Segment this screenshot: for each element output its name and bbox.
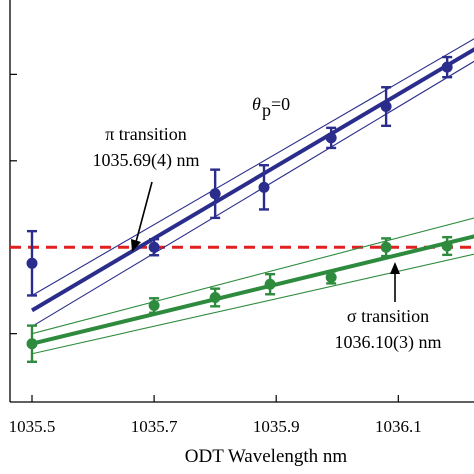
- x-axis-title: ODT Wavelength nm: [185, 446, 348, 467]
- data-point: [209, 188, 221, 200]
- axis-ticks: 1035.5 1035.7 1035.9 1036.1: [9, 73, 422, 436]
- data-point: [264, 278, 276, 290]
- pi-transition-label: π transition: [105, 124, 187, 144]
- plot-frame: [9, 0, 474, 403]
- sigma-arrow-head: [390, 262, 400, 274]
- data-point: [441, 240, 453, 252]
- data-point: [209, 291, 221, 303]
- series-1: [26, 38, 474, 327]
- data-point: [148, 241, 160, 253]
- confidence-band-lower: [31, 253, 474, 355]
- confidence-band-upper: [31, 217, 474, 335]
- series-group: [26, 38, 474, 363]
- x-tick-label: 1035.7: [131, 417, 178, 436]
- x-tick-label: 1036.1: [375, 417, 422, 436]
- data-point: [441, 61, 453, 73]
- data-point: [258, 181, 270, 193]
- x-tick-label: 1035.9: [253, 417, 300, 436]
- data-point: [26, 338, 38, 350]
- pi-arrow-head: [131, 239, 141, 252]
- series-2: [26, 217, 474, 363]
- pi-annotation: π transition 1035.69(4) nm: [93, 124, 200, 252]
- theta-subscript: p: [262, 100, 271, 120]
- sigma-transition-value: 1036.10(3) nm: [335, 332, 442, 353]
- data-point: [26, 257, 38, 269]
- data-point: [325, 271, 337, 283]
- pi-arrow-line: [135, 181, 153, 243]
- data-point: [325, 132, 337, 144]
- data-point: [380, 101, 392, 113]
- theta-value: =0: [271, 94, 290, 114]
- data-point: [380, 241, 392, 253]
- theta-annotation: θ p =0: [252, 94, 290, 120]
- sigma-transition-label: σ transition: [347, 306, 429, 326]
- data-point: [148, 300, 160, 312]
- sigma-annotation: σ transition 1036.10(3) nm: [335, 262, 442, 353]
- confidence-band-upper: [31, 38, 474, 296]
- fit-line: [31, 234, 474, 346]
- x-tick-label: 1035.5: [9, 417, 56, 436]
- theta-symbol: θ: [252, 94, 261, 114]
- pi-transition-value: 1035.69(4) nm: [93, 150, 200, 171]
